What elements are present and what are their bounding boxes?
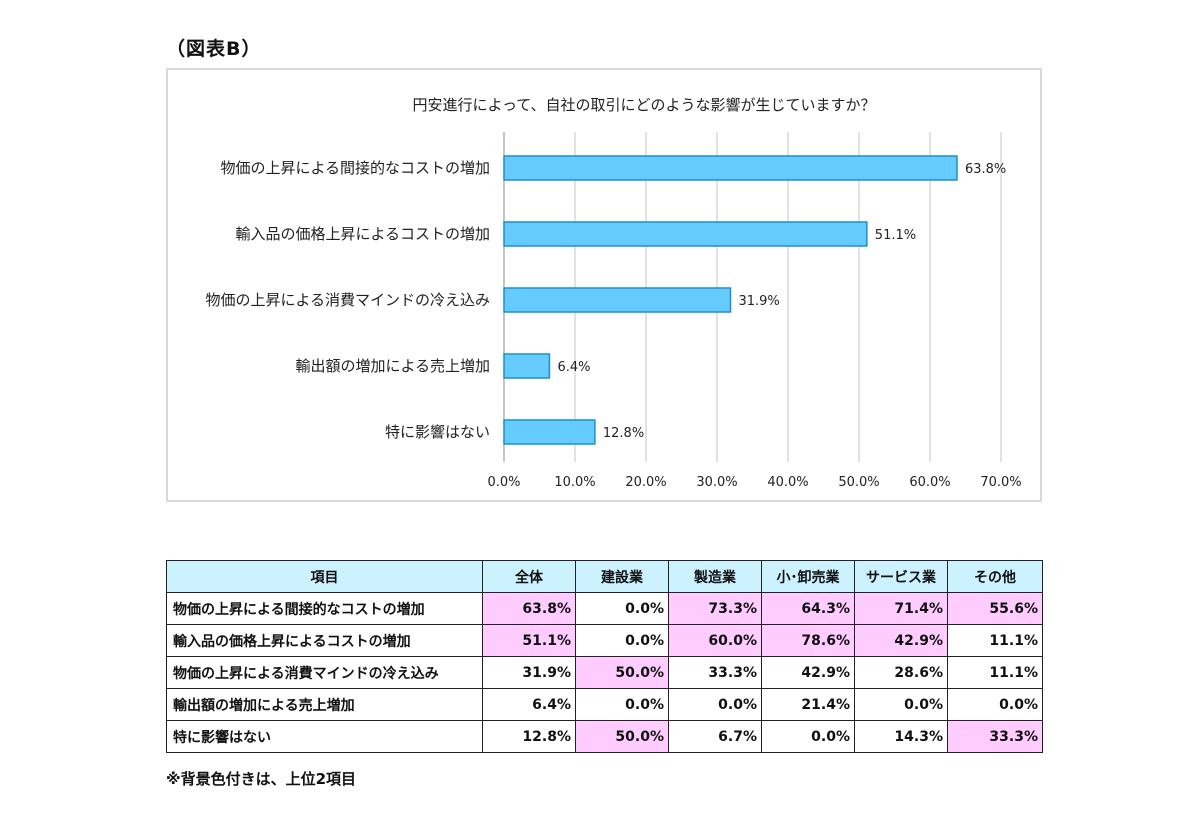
bar-chart: 円安進行によって、自社の取引にどのような影響が生じていますか？ 物価の上昇による… xyxy=(205,96,1021,490)
row-item-label: 輸出額の増加による売上増加 xyxy=(166,688,483,721)
header-item: 項目 xyxy=(166,560,483,593)
category-label: 特に影響はない xyxy=(385,423,490,441)
table-row: 輸出額の増加による売上増加 6.4% 0.0% 0.0% 21.4% 0.0% 0.0% xyxy=(166,688,1043,721)
data-label: 12.8% xyxy=(603,426,644,441)
table-cell: 0.0% xyxy=(854,688,948,721)
table-cell: 63.8% xyxy=(482,592,576,625)
header-manufacturing: 製造業 xyxy=(668,560,762,593)
table-cell: 28.6% xyxy=(854,656,948,689)
table-cell: 6.4% xyxy=(482,688,576,721)
results-table: 項目 全体 建設業 製造業 小･卸売業 サービス業 その他 物価の上昇による間接… xyxy=(166,560,1043,753)
table-cell: 14.3% xyxy=(854,720,948,753)
tick-label: 20.0% xyxy=(625,475,666,490)
header-total: 全体 xyxy=(482,560,576,593)
data-label: 51.1% xyxy=(875,228,916,243)
bar xyxy=(503,221,868,247)
table-cell: 42.9% xyxy=(854,624,948,657)
table-cell: 6.7% xyxy=(668,720,762,753)
category-label: 物価の上昇による間接的なコストの増加 xyxy=(220,159,490,177)
table-cell: 42.9% xyxy=(761,656,855,689)
table-cell: 73.3% xyxy=(668,592,762,625)
table-cell: 33.3% xyxy=(668,656,762,689)
tick-label: 30.0% xyxy=(696,475,737,490)
category-label: 輸出額の増加による売上増加 xyxy=(295,357,490,375)
figure-heading: （図表B） xyxy=(166,38,262,60)
table-cell: 0.0% xyxy=(947,688,1043,721)
table-cell: 50.0% xyxy=(575,656,669,689)
bar xyxy=(503,287,732,313)
category-label: 物価の上昇による消費マインドの冷え込み xyxy=(205,291,490,309)
chart-title: 円安進行によって、自社の取引にどのような影響が生じていますか？ xyxy=(412,96,875,114)
table-cell: 11.1% xyxy=(947,624,1043,657)
table-cell: 31.9% xyxy=(482,656,576,689)
header-construction: 建設業 xyxy=(575,560,669,593)
table-cell: 51.1% xyxy=(482,624,576,657)
table-cell: 55.6% xyxy=(947,592,1043,625)
header-services: サービス業 xyxy=(854,560,948,593)
tick-label: 70.0% xyxy=(980,475,1021,490)
row-item-label: 輸入品の価格上昇によるコストの増加 xyxy=(166,624,483,657)
table-cell: 0.0% xyxy=(575,688,669,721)
table-cell: 50.0% xyxy=(575,720,669,753)
table-row: 物価の上昇による間接的なコストの増加 63.8% 0.0% 73.3% 64.3% 71.… xyxy=(166,592,1043,625)
data-label: 31.9% xyxy=(738,294,779,309)
table-cell: 64.3% xyxy=(761,592,855,625)
row-item-label: 物価の上昇による間接的なコストの増加 xyxy=(166,592,483,625)
bar xyxy=(503,155,958,181)
table-cell: 78.6% xyxy=(761,624,855,657)
table-row: 特に影響はない 12.8% 50.0% 6.7% 0.0% 14.3% 33.3% xyxy=(166,720,1043,753)
row-item-label: 特に影響はない xyxy=(166,720,483,753)
table-cell: 12.8% xyxy=(482,720,576,753)
table-cell: 0.0% xyxy=(575,624,669,657)
row-item-label: 物価の上昇による消費マインドの冷え込み xyxy=(166,656,483,689)
bar xyxy=(503,353,551,379)
tick-label: 50.0% xyxy=(838,475,879,490)
table-cell: 60.0% xyxy=(668,624,762,657)
tick-label: 0.0% xyxy=(487,475,520,490)
table-cell: 11.1% xyxy=(947,656,1043,689)
table-cell: 33.3% xyxy=(947,720,1043,753)
tick-labels: 0.0% 10.0% 20.0% 30.0% 40.0% 50.0% 60.0% 70.0% xyxy=(487,475,1021,490)
data-labels: 63.8% 51.1% 31.9% 6.4% 12.8% xyxy=(557,162,1006,441)
table-header-row: 項目 全体 建設業 製造業 小･卸売業 サービス業 その他 xyxy=(166,560,1043,593)
bars xyxy=(503,155,958,445)
category-label: 輸入品の価格上昇によるコストの増加 xyxy=(235,225,490,243)
header-retail-wholesale: 小･卸売業 xyxy=(761,560,855,593)
tick-label: 60.0% xyxy=(909,475,950,490)
tick-label: 40.0% xyxy=(767,475,808,490)
table-cell: 0.0% xyxy=(575,592,669,625)
footnote: ※背景色付きは、上位2項目 xyxy=(166,770,357,788)
header-other: その他 xyxy=(947,560,1043,593)
table-row: 輸入品の価格上昇によるコストの増加 51.1% 0.0% 60.0% 78.6% 42.9… xyxy=(166,624,1043,657)
bar xyxy=(503,419,596,445)
category-labels: 物価の上昇による間接的なコストの増加輸入品の価格上昇によるコストの増加物価の上昇… xyxy=(205,159,490,441)
bar-chart-panel: 円安進行によって、自社の取引にどのような影響が生じていますか？ 物価の上昇による… xyxy=(166,68,1042,502)
data-label: 63.8% xyxy=(965,162,1006,177)
table-row: 物価の上昇による消費マインドの冷え込み 31.9% 50.0% 33.3% 42.9% 2… xyxy=(166,656,1043,689)
data-label: 6.4% xyxy=(557,360,590,375)
table-cell: 21.4% xyxy=(761,688,855,721)
table-cell: 71.4% xyxy=(854,592,948,625)
table-cell: 0.0% xyxy=(668,688,762,721)
tick-label: 10.0% xyxy=(554,475,595,490)
table-cell: 0.0% xyxy=(761,720,855,753)
